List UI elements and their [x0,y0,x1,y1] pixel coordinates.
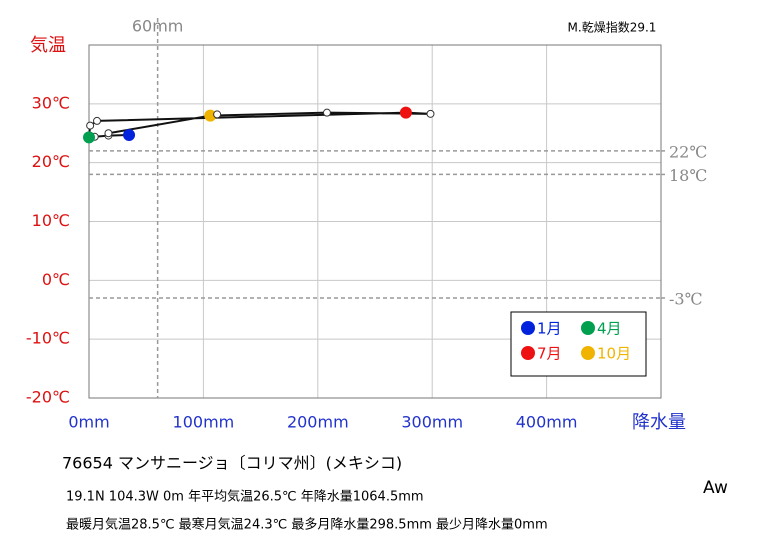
legend-marker [521,321,535,335]
month-point [322,108,331,117]
legend-marker [581,321,595,335]
y-tick-label: -20℃ [26,388,70,407]
legend-label: 7月 [537,345,562,363]
info-line: 19.1N 104.3W 0m 年平均気温26.5℃ 年降水量1064.5mm [66,489,424,505]
reference-vline-label: 60mm [132,17,184,36]
legend-label: 4月 [597,320,622,338]
legend-label: 1月 [537,320,562,338]
y-tick-label: 30℃ [32,93,70,112]
reference-label: 22℃ [669,142,707,161]
x-tick-label: 300mm [401,413,463,432]
x-axis-label: 降水量 [632,412,686,433]
y-axis-label: 気温 [30,35,66,56]
x-tick-label: 400mm [516,413,578,432]
month-point [93,116,102,125]
x-tick-label: 200mm [287,413,349,432]
legend-marker [521,346,535,360]
station: 76654 マンサニージョ〔コリマ州〕(メキシコ) [62,454,402,473]
climate-class: Aw [703,478,728,498]
reference-label: -3℃ [669,289,702,308]
x-tick-label: 100mm [173,413,235,432]
legend-box [510,311,647,377]
month-point [426,109,435,118]
y-tick-label: -10℃ [26,329,70,348]
x-tick-label: 0mm [68,413,109,432]
month-point [86,121,95,130]
month-point [83,131,95,144]
y-tick-label: 0℃ [42,270,70,289]
reference-label: 18℃ [669,166,707,185]
y-tick-label: 10℃ [32,211,70,230]
month-point [104,129,113,138]
legend-marker [581,346,595,360]
info-line: 最暖月気温28.5℃ 最寒月気温24.3℃ 最多月降水量298.5mm 最少月降… [66,517,548,533]
month-point [213,110,222,119]
plot-frame [88,44,662,399]
y-tick-label: 20℃ [32,152,70,171]
month-point [399,106,412,119]
month-point [123,129,136,142]
index-label: M.乾燥指数29.1 [568,20,657,35]
legend-label: 10月 [597,345,631,363]
